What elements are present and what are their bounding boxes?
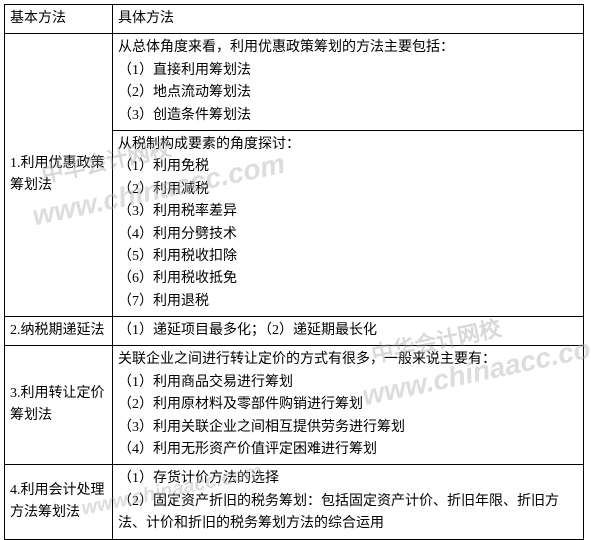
method-1-cell-1: 从总体角度来看，利用优惠政策筹划的方法主要包括：（1）直接利用筹划法（2）地点流… <box>113 34 584 131</box>
method-4-cell-1: （1）存货计价方法的选择（2）固定资产折旧的税务筹划：包括固定资产计价、折旧年限… <box>113 465 584 539</box>
table-row: 1.利用优惠政策筹划法 从总体角度来看，利用优惠政策筹划的方法主要包括：（1）直… <box>5 34 584 131</box>
method-1-label: 1.利用优惠政策筹划法 <box>5 34 113 317</box>
method-1-cell-2: 从税制构成要素的角度探讨：（1）利用免税（2）利用减税（3）利用税率差异（4）利… <box>113 130 584 316</box>
header-col1: 基本方法 <box>5 5 113 34</box>
method-3-cell-1: 关联企业之间进行转让定价的方式有很多，一般来说主要有：（1）利用商品交易进行筹划… <box>113 346 584 465</box>
method-2-cell-1: （1）递延项目最多化；（2）递延期最长化 <box>113 317 584 346</box>
method-4-label: 4.利用会计处理方法筹划法 <box>5 465 113 539</box>
table-row: 4.利用会计处理方法筹划法 （1）存货计价方法的选择（2）固定资产折旧的税务筹划… <box>5 465 584 539</box>
methods-table: 基本方法 具体方法 1.利用优惠政策筹划法 从总体角度来看，利用优惠政策筹划的方… <box>4 4 584 540</box>
table-header-row: 基本方法 具体方法 <box>5 5 584 34</box>
method-3-label: 3.利用转让定价筹划法 <box>5 346 113 465</box>
method-2-label: 2.纳税期递延法 <box>5 317 113 346</box>
table-row: 3.利用转让定价筹划法 关联企业之间进行转让定价的方式有很多，一般来说主要有：（… <box>5 346 584 465</box>
header-col2: 具体方法 <box>113 5 584 34</box>
table-row: 2.纳税期递延法 （1）递延项目最多化；（2）递延期最长化 <box>5 317 584 346</box>
